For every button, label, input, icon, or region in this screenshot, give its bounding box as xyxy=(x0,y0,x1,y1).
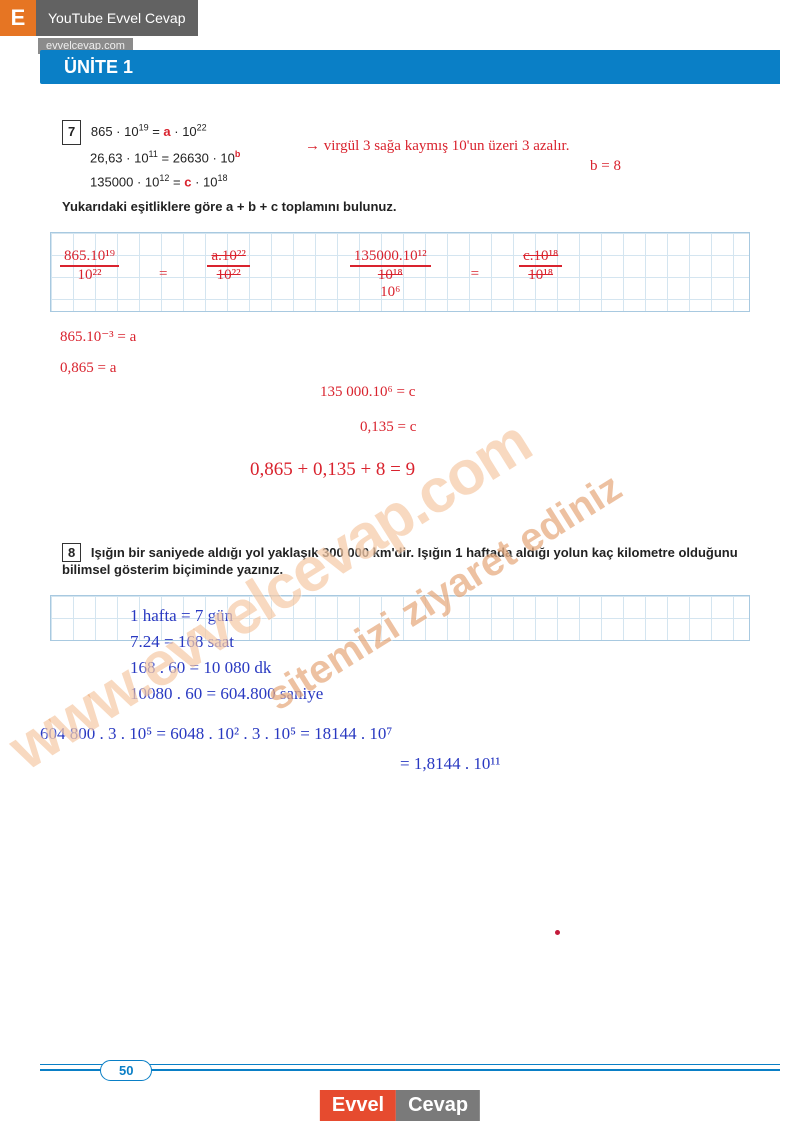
p7-l2a: 26,63 · 10 xyxy=(90,150,149,165)
w7-r4: 0,135 = c xyxy=(360,419,416,436)
p7-var-b: b xyxy=(235,149,241,159)
w7-eq1-rd: 10²² xyxy=(207,267,249,284)
p7-l2e1: 11 xyxy=(149,149,158,159)
p7-l3e1: 12 xyxy=(159,173,169,183)
p7-l3a: 135000 · 10 xyxy=(90,174,159,189)
w8-l1: 1 hafta = 7 gün xyxy=(130,606,750,626)
p7-l1c: · 10 xyxy=(171,124,197,139)
page-number: 50 xyxy=(100,1060,152,1081)
w7-r3: 135 000.10⁶ = c xyxy=(320,384,415,401)
w8-l4: 10080 . 60 = 604.800 saniye xyxy=(130,684,750,704)
w7-eq2-ld: 10¹⁸ xyxy=(378,267,403,283)
w8-l5: 604 800 . 3 . 10⁵ = 6048 . 10² . 3 . 10⁵… xyxy=(40,724,750,744)
logo-part-1: Evvel xyxy=(320,1090,396,1121)
w8-l6: = 1,8144 . 10¹¹ xyxy=(400,754,750,774)
site-badge: E xyxy=(0,0,36,36)
textbook-page: E YouTube Evvel Cevap evvelcevap.com ÜNİ… xyxy=(0,0,800,1131)
p7-var-a: a xyxy=(163,124,170,139)
top-bar: E YouTube Evvel Cevap xyxy=(0,0,198,36)
youtube-label: YouTube Evvel Cevap xyxy=(36,0,198,36)
w8-l2: 7.24 = 168 saat xyxy=(130,632,750,652)
problem-7: 7 865 · 1019 = a · 1022 26,63 · 1011 = 2… xyxy=(62,120,397,220)
w7-eq2-ln: 135000.10¹² xyxy=(350,248,431,267)
w7-sum: 0,865 + 0,135 + 8 = 9 xyxy=(250,459,415,481)
w7-eq1-ld: 10²² xyxy=(60,267,119,284)
w7-eq2-rd: 10¹⁸ xyxy=(519,267,562,284)
logo-part-2: Cevap xyxy=(396,1090,480,1121)
w7-r1: 865.10⁻³ = a xyxy=(60,327,760,346)
w7-eq1-rn: a.10²² xyxy=(207,248,249,267)
p7-l1e1: 19 xyxy=(139,123,149,133)
p7-l1b: = xyxy=(149,124,164,139)
work-problem-7: 865.10¹⁹ 10²² = a.10²² 10²² 135000.10¹² … xyxy=(60,248,760,383)
handwritten-annotation-1: → virgül 3 sağa kaymış 10'un üzeri 3 aza… xyxy=(305,138,569,155)
unit-header: ÜNİTE 1 xyxy=(40,50,780,84)
w7-r2: 0,865 = a xyxy=(60,360,760,377)
p7-l2b: = 26630 · 10 xyxy=(158,150,235,165)
work-problem-8: 1 hafta = 7 gün 7.24 = 168 saat 168 . 60… xyxy=(130,600,750,780)
handwritten-annotation-2: b = 8 xyxy=(590,158,621,175)
w7-eq2-rn: c.10¹⁸ xyxy=(519,248,562,267)
p7-l3c: · 10 xyxy=(191,174,217,189)
page-footer: 50 xyxy=(40,1051,780,1071)
problem-8: 8 Işığın bir saniyede aldığı yol yaklaşı… xyxy=(62,543,762,577)
stray-dot xyxy=(555,930,560,935)
w7-eq1-ln: 865.10¹⁹ xyxy=(60,248,119,267)
p7-l1a: 865 · 10 xyxy=(91,124,139,139)
p8-text: Işığın bir saniyede aldığı yol yaklaşık … xyxy=(62,545,738,577)
bottom-logo: Evvel Cevap xyxy=(320,1090,480,1121)
p7-l3e2: 18 xyxy=(218,173,228,183)
w8-l3: 168 . 60 = 10 080 dk xyxy=(130,658,750,678)
p7-l3b: = xyxy=(169,174,184,189)
problem-number-7: 7 xyxy=(62,120,81,145)
p7-instruction: Yukarıdaki eşitliklere göre a + b + c to… xyxy=(62,197,397,218)
w7-eq2-ld2: 10⁶ xyxy=(380,284,400,300)
problem-number-8: 8 xyxy=(62,543,81,562)
p7-l1e2: 22 xyxy=(197,123,207,133)
